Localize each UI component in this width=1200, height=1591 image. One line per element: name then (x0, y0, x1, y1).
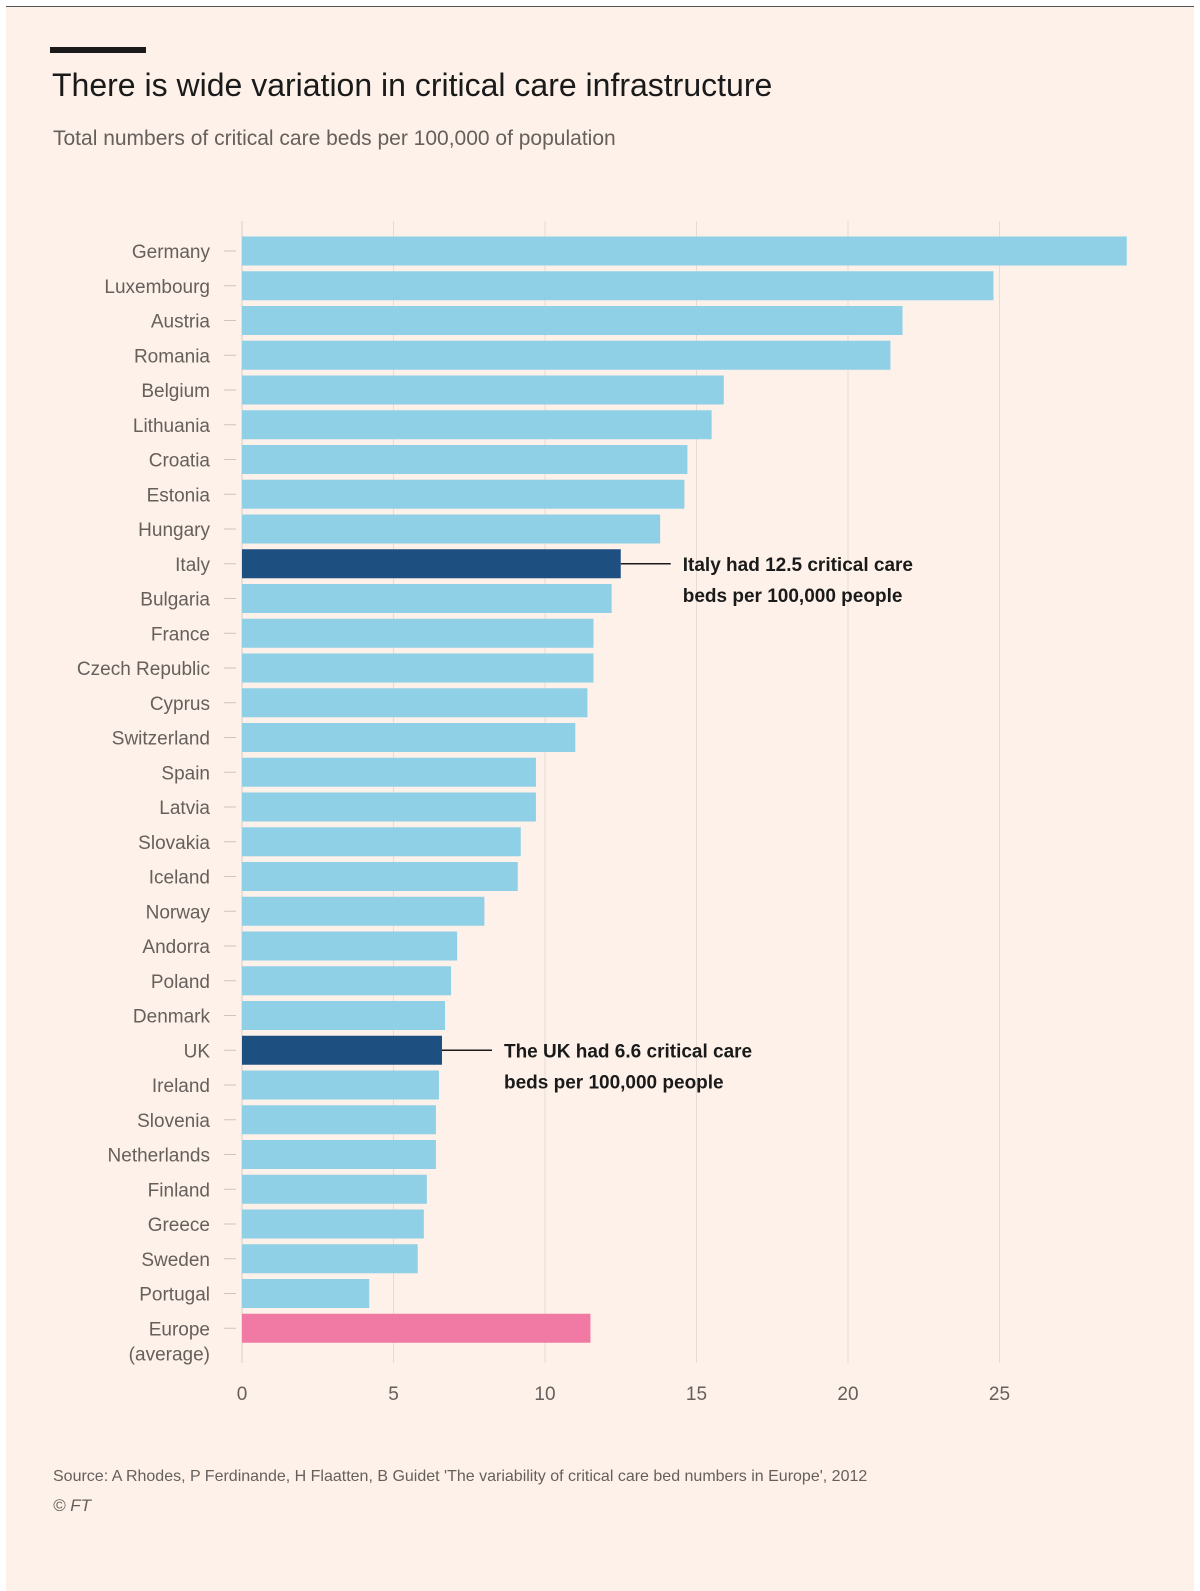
bar-portugal (242, 1279, 370, 1308)
annotation-text-uk: The UK had 6.6 critical care (504, 1041, 752, 1062)
category-label-cyprus: Cyprus (150, 694, 210, 715)
bar-andorra (242, 931, 458, 961)
bar-estonia (242, 479, 685, 509)
bar-france (242, 618, 594, 648)
chart-card: There is wide variation in critical care… (6, 6, 1194, 1591)
bar-cyprus (242, 688, 588, 718)
bar-germany (242, 236, 1127, 266)
bar-luxembourg (242, 271, 994, 301)
category-label-romania: Romania (134, 346, 210, 367)
annotation-text-italy: beds per 100,000 people (683, 586, 903, 607)
category-label-italy: Italy (175, 555, 210, 576)
bar-italy (242, 549, 621, 579)
source-note: Source: A Rhodes, P Ferdinande, H Flaatt… (53, 1468, 868, 1485)
bar-europe-average (242, 1313, 591, 1343)
x-tick-label-5: 5 (388, 1384, 399, 1405)
bar-latvia (242, 792, 536, 822)
bar-poland (242, 966, 452, 996)
category-label-hungary: Hungary (138, 520, 210, 541)
category-label-greece: Greece (148, 1215, 210, 1236)
category-label-netherlands: Netherlands (108, 1146, 210, 1167)
category-label-croatia: Croatia (149, 451, 211, 472)
category-label-europe-average: Europe (average) (129, 1319, 210, 1365)
category-label-denmark: Denmark (133, 1007, 211, 1028)
category-label-bulgaria: Bulgaria (140, 590, 210, 611)
bar-austria (242, 306, 903, 335)
category-label-slovenia: Slovenia (137, 1111, 210, 1132)
category-label-spain: Spain (161, 763, 210, 784)
category-label-switzerland: Switzerland (112, 729, 210, 750)
bar-belgium (242, 375, 724, 405)
bar-greece (242, 1209, 424, 1239)
category-label-uk: UK (184, 1041, 211, 1062)
bar-spain (242, 757, 536, 787)
bar-slovakia (242, 827, 521, 857)
x-tick-label-15: 15 (686, 1384, 707, 1405)
bar-sweden (242, 1244, 418, 1274)
x-tick-label-25: 25 (989, 1384, 1010, 1405)
category-label-luxembourg: Luxembourg (104, 277, 210, 298)
category-label-belgium: Belgium (141, 381, 210, 402)
category-label-germany: Germany (132, 242, 211, 263)
bar-uk (242, 1035, 442, 1065)
x-tick-label-20: 20 (837, 1384, 858, 1405)
category-label-norway: Norway (146, 902, 211, 923)
category-label-estonia: Estonia (147, 485, 211, 506)
bar-norway (242, 896, 485, 926)
category-label-portugal: Portugal (139, 1285, 210, 1306)
chart-subtitle: Total numbers of critical care beds per … (53, 127, 616, 150)
category-label-sweden: Sweden (141, 1250, 210, 1271)
x-tick-label-10: 10 (534, 1384, 555, 1405)
copyright-credit: © FT (53, 1496, 92, 1515)
annotation-text-italy: Italy had 12.5 critical care (683, 555, 913, 576)
bar-denmark (242, 1001, 446, 1030)
bar-switzerland (242, 723, 576, 752)
category-label-austria: Austria (151, 312, 211, 333)
category-label-ireland: Ireland (152, 1076, 210, 1097)
category-label-czech-republic: Czech Republic (77, 659, 210, 680)
category-label-latvia: Latvia (159, 798, 210, 819)
bar-croatia (242, 445, 688, 474)
bar-romania (242, 340, 891, 370)
bar-ireland (242, 1070, 439, 1100)
bar-chart: Germany Luxembourg Austria Romania Belgium Li… (77, 221, 1127, 1405)
bar-lithuania (242, 410, 712, 440)
bar-slovenia (242, 1105, 436, 1135)
category-label-slovakia: Slovakia (138, 833, 210, 854)
bar-czech-republic (242, 653, 594, 683)
x-tick-label-0: 0 (237, 1384, 248, 1405)
bar-netherlands (242, 1140, 436, 1169)
category-label-poland: Poland (151, 972, 210, 993)
annotation-text-uk: beds per 100,000 people (504, 1072, 724, 1093)
category-label-andorra: Andorra (142, 937, 210, 958)
bar-bulgaria (242, 584, 612, 613)
category-label-france: France (151, 624, 210, 645)
category-label-lithuania: Lithuania (133, 416, 211, 437)
bar-finland (242, 1174, 427, 1204)
bar-hungary (242, 514, 661, 544)
category-label-finland: Finland (148, 1180, 210, 1201)
header-accent-bar (50, 47, 146, 53)
chart-title: There is wide variation in critical care… (52, 67, 773, 103)
category-label-iceland: Iceland (149, 868, 210, 889)
bar-iceland (242, 862, 518, 891)
